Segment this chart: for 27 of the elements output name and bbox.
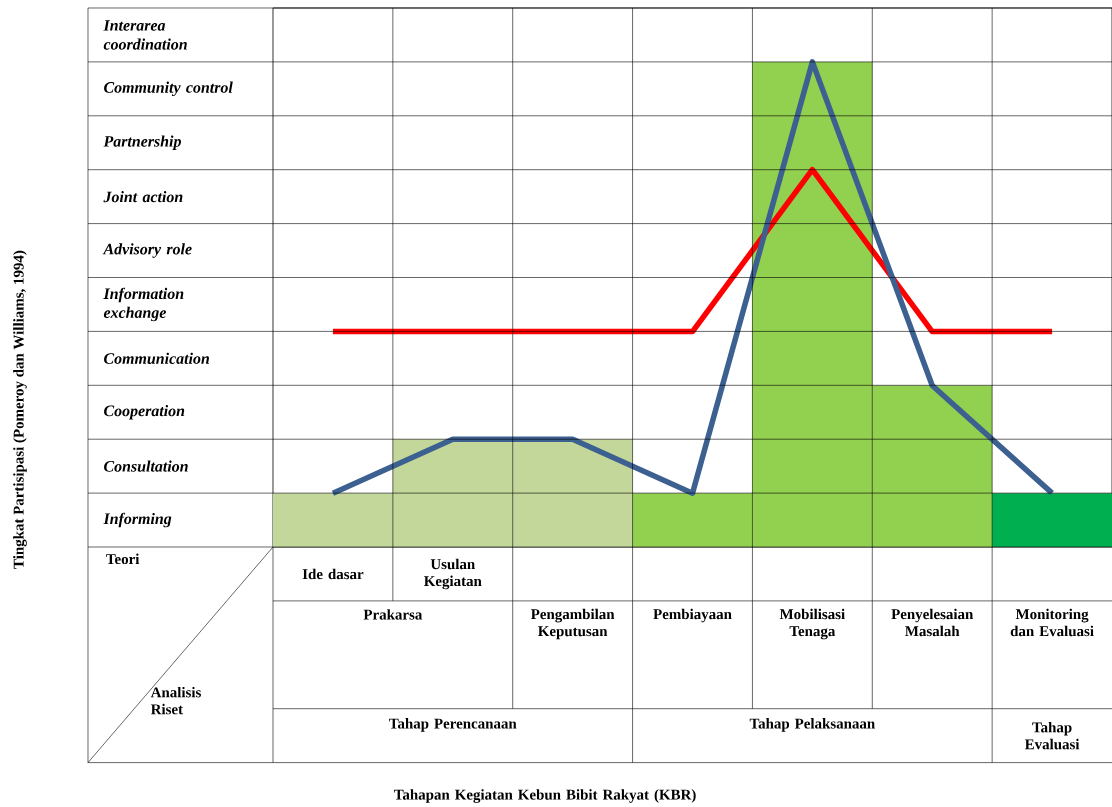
text: Tahap Pelaksanaan — [749, 718, 875, 732]
x-tick-label: Penyelesaian Masalah — [891, 608, 974, 637]
text: Cooperation — [104, 405, 185, 420]
text: Interarea coordination — [103, 20, 187, 50]
x-tick-label: Mobilisasi Tenaga — [779, 608, 845, 640]
text: Communication — [104, 352, 210, 364]
x-tick-label: Ide dasar — [302, 568, 364, 580]
text: Joint action — [103, 191, 183, 203]
text: Informing — [103, 512, 172, 528]
text: Consultation — [104, 460, 188, 472]
text: Teori — [106, 553, 140, 565]
text: Partnership — [103, 135, 181, 150]
text: Prakarsa — [363, 609, 423, 620]
text: Analisis Riset — [150, 686, 201, 715]
bar — [273, 493, 393, 547]
bar — [992, 493, 1112, 547]
x-tick-label: Pengambilan Keputusan — [530, 608, 615, 640]
text: Community control — [104, 81, 233, 97]
text: Tahapan Kegiatan Kebun Bibit Rakyat (KBR) — [394, 789, 696, 803]
text: Tingkat Partisipasi (Pomeroy dan Williams, 1994) — [13, 250, 27, 569]
x-tick-label: Monitoring dan Evaluasi — [1010, 608, 1094, 637]
text: Tahap Perencanaan — [389, 718, 517, 732]
x-tick-label: Usulan Kegiatan — [423, 558, 482, 590]
x-tick-label: Pembiayaan — [653, 608, 732, 623]
text: Information exchange — [103, 287, 184, 322]
text: Tahap Evaluasi — [1024, 721, 1080, 750]
text: Advisory role — [102, 243, 192, 258]
